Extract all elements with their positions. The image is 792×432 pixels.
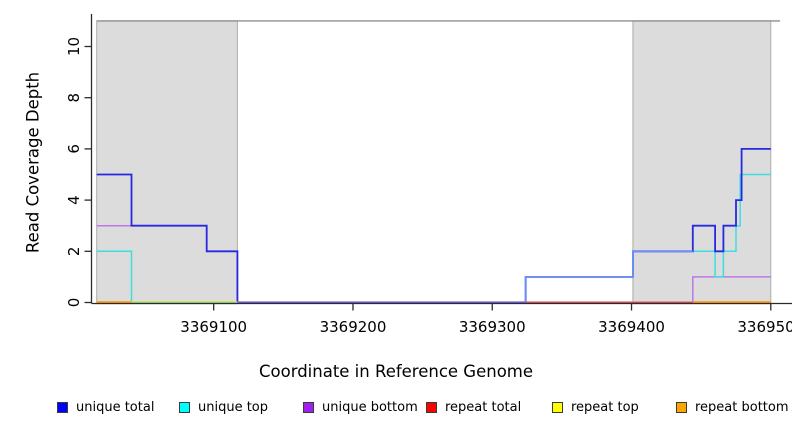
y-tick-label: 4	[65, 195, 83, 205]
y-tick-label: 0	[65, 298, 83, 308]
legend-swatch-repeat-total	[426, 401, 437, 413]
legend-item-unique-total: unique total	[57, 399, 154, 415]
legend-label: repeat total	[445, 399, 522, 415]
y-tick-label: 6	[65, 144, 83, 154]
legend-item-repeat-top: repeat top	[552, 399, 639, 415]
legend-swatch-unique-total	[57, 401, 68, 413]
overlap-highlight	[524, 250, 693, 303]
legend-label: unique total	[76, 399, 155, 415]
x-tick-label: 3369100	[180, 318, 247, 336]
legend-item-repeat-total: repeat total	[426, 399, 521, 415]
legend-swatch-repeat-bottom	[676, 401, 687, 413]
legend-label: repeat bottom	[695, 399, 789, 415]
y-axis-title: Read Coverage Depth	[23, 71, 43, 254]
legend-label: repeat top	[571, 399, 639, 415]
x-tick-label: 3369400	[598, 318, 665, 336]
y-tick-label: 2	[65, 247, 83, 257]
legend-swatch-repeat-top	[552, 401, 563, 413]
legend-swatch-unique-top	[179, 401, 190, 413]
repeat-region-band	[96, 20, 238, 305]
x-tick-label: 3369500	[737, 318, 792, 336]
y-tick-label: 10	[65, 37, 83, 56]
y-tick-label: 8	[65, 93, 83, 103]
x-axis-title: Coordinate in Reference Genome	[258, 362, 534, 381]
legend-label: unique bottom	[322, 399, 418, 415]
x-tick-label: 3369200	[320, 318, 387, 336]
legend-item-unique-top: unique top	[179, 399, 268, 415]
repeat-region-band	[632, 20, 772, 305]
legend-swatch-unique-bottom	[303, 401, 314, 413]
legend-label: unique top	[198, 399, 269, 415]
x-tick-label: 3369300	[459, 318, 526, 336]
legend: unique total unique top unique bottom re…	[0, 399, 792, 417]
legend-item-unique-bottom: unique bottom	[303, 399, 418, 415]
legend-item-repeat-bottom: repeat bottom	[676, 399, 789, 415]
